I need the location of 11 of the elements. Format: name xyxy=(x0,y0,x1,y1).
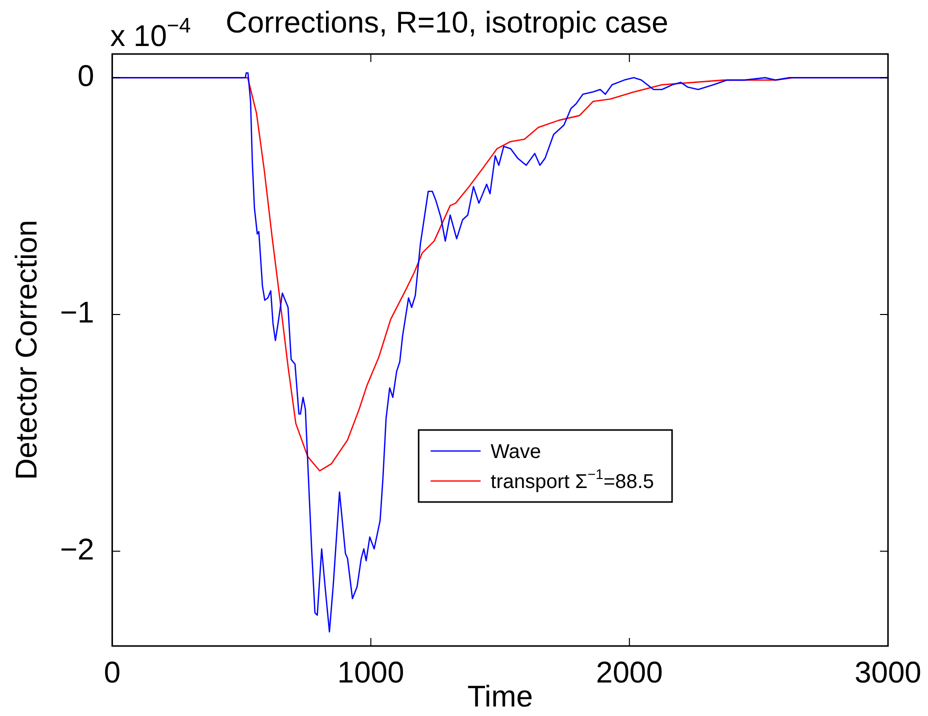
legend-label: Wave xyxy=(490,441,542,463)
x-axis-title: Time xyxy=(467,680,533,714)
y-tick-label: −1 xyxy=(60,296,94,330)
x-tick-label: 1000 xyxy=(337,656,404,690)
y-axis-title: Detector Correction xyxy=(10,220,44,480)
y-tick-label: 0 xyxy=(78,60,94,93)
x-tick-label: 3000 xyxy=(854,656,922,690)
y-tick-label: −2 xyxy=(60,534,94,567)
x-tick-label: 2000 xyxy=(596,656,663,690)
x-tick-label: 0 xyxy=(104,656,121,690)
chart-title: Corrections, R=10, isotropic case xyxy=(226,6,668,40)
